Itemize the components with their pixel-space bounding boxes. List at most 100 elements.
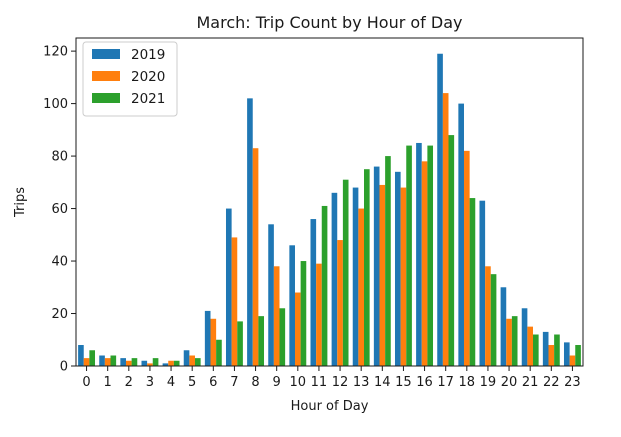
x-tick-label: 20 — [501, 375, 518, 390]
bar-2019-hour-5 — [183, 350, 190, 366]
bar-2019-hour-14 — [373, 166, 380, 366]
legend-label-2020: 2020 — [131, 69, 165, 85]
bar-2021-hour-3 — [152, 358, 159, 366]
bar-2021-hour-21 — [533, 334, 539, 366]
bar-2019-hour-7 — [225, 208, 232, 366]
bar-2021-hour-17 — [448, 135, 455, 366]
x-tick-label: 14 — [374, 375, 391, 390]
x-tick-label: 19 — [480, 375, 497, 390]
bar-2020-hour-3 — [147, 363, 153, 366]
bar-2019-hour-22 — [542, 331, 549, 366]
bar-2021-hour-15 — [406, 145, 412, 366]
x-tick-label: 10 — [290, 375, 307, 390]
bar-2021-hour-23 — [575, 345, 581, 366]
bar-2020-hour-2 — [126, 360, 132, 366]
bar-2020-hour-20 — [506, 318, 512, 366]
bar-2020-hour-7 — [231, 237, 238, 366]
bars-group — [78, 53, 581, 367]
bar-2020-hour-1 — [104, 358, 111, 366]
x-tick-label: 1 — [104, 375, 112, 390]
x-tick-label: 15 — [395, 375, 412, 390]
x-tick-label: 17 — [437, 375, 454, 390]
bar-2020-hour-17 — [442, 93, 449, 366]
bar-2020-hour-18 — [464, 150, 470, 366]
y-tick-label: 80 — [51, 150, 68, 165]
bar-2019-hour-23 — [563, 342, 570, 366]
bar-2020-hour-16 — [421, 161, 428, 366]
legend-swatch-2020 — [92, 71, 120, 81]
bar-2020-hour-19 — [485, 266, 491, 366]
bar-2019-hour-6 — [204, 310, 211, 366]
chart-title: March: Trip Count by Hour of Day — [197, 13, 463, 32]
bar-2019-hour-13 — [352, 187, 359, 366]
bar-2020-hour-6 — [210, 318, 217, 366]
x-tick-label: 18 — [459, 375, 476, 390]
bar-2019-hour-9 — [268, 224, 274, 366]
y-tick-label: 60 — [51, 202, 68, 217]
bar-2019-hour-17 — [437, 53, 443, 367]
x-tick-label: 12 — [332, 375, 349, 390]
bar-2021-hour-8 — [258, 316, 265, 366]
bar-2019-hour-15 — [394, 171, 401, 366]
bar-2021-hour-11 — [321, 205, 328, 366]
x-tick-label: 4 — [167, 375, 175, 390]
x-tick-label: 11 — [311, 375, 328, 390]
bar-2021-hour-10 — [300, 261, 307, 366]
bar-2019-hour-0 — [78, 345, 84, 366]
x-tick-label: 6 — [209, 375, 217, 390]
bar-2021-hour-14 — [385, 156, 391, 366]
bar-2021-hour-7 — [237, 321, 243, 366]
bar-2019-hour-20 — [500, 287, 507, 366]
bar-2020-hour-23 — [569, 355, 576, 366]
bar-2020-hour-8 — [252, 148, 259, 366]
bar-2021-hour-12 — [342, 179, 349, 366]
bar-2019-hour-1 — [99, 355, 105, 366]
bar-2021-hour-4 — [173, 360, 180, 366]
bar-2021-hour-16 — [427, 145, 434, 366]
y-tick-label: 20 — [51, 307, 68, 322]
x-tick-label: 13 — [353, 375, 370, 390]
legend-label-2019: 2019 — [131, 47, 165, 63]
x-tick-label: 3 — [146, 375, 154, 390]
bar-2019-hour-21 — [521, 308, 528, 366]
x-tick-label: 23 — [564, 375, 581, 390]
bar-2019-hour-11 — [310, 219, 317, 366]
bar-2020-hour-10 — [295, 292, 301, 366]
y-tick-label: 120 — [43, 45, 68, 60]
legend-label-2021: 2021 — [131, 91, 165, 107]
bar-2019-hour-18 — [458, 103, 464, 366]
y-axis-label: Trips — [13, 187, 28, 218]
x-tick-label: 8 — [251, 375, 259, 390]
x-tick-label: 9 — [273, 375, 281, 390]
bar-2020-hour-11 — [316, 263, 322, 366]
x-tick-label: 5 — [188, 375, 196, 390]
bar-2020-hour-12 — [337, 240, 343, 366]
bar-2020-hour-22 — [548, 345, 555, 366]
bar-2020-hour-13 — [358, 208, 364, 366]
bar-2020-hour-5 — [189, 355, 195, 366]
bar-2019-hour-12 — [331, 192, 338, 366]
y-tick-label: 40 — [51, 255, 68, 270]
bar-2020-hour-15 — [400, 187, 407, 366]
bar-2019-hour-4 — [162, 363, 169, 366]
x-tick-label: 22 — [543, 375, 560, 390]
x-tick-label: 0 — [82, 375, 90, 390]
bar-2019-hour-8 — [247, 98, 253, 366]
plot-frame — [75, 37, 584, 367]
bar-2021-hour-20 — [511, 316, 518, 366]
y-tick-label: 0 — [60, 360, 68, 375]
bar-2021-hour-22 — [554, 334, 560, 366]
x-axis-ticks: 0 1 2 3 4 5 6 7 8 9 10 11 12 13 14 15 16 17 18 19 20 21 22 23 — [82, 366, 581, 390]
bar-2019-hour-10 — [289, 245, 295, 366]
bar-2019-hour-19 — [479, 200, 486, 366]
legend-swatch-2019 — [92, 49, 120, 59]
legend: 2019 2020 2021 — [82, 41, 178, 117]
bar-2021-hour-6 — [216, 339, 222, 366]
y-axis-ticks: 0 20 40 60 80 100 120 — [43, 45, 76, 375]
x-axis-label: Hour of Day — [291, 399, 369, 414]
bar-2021-hour-2 — [131, 358, 138, 366]
bar-2021-hour-0 — [89, 350, 96, 366]
bar-2021-hour-18 — [469, 198, 476, 366]
bar-2021-hour-1 — [110, 355, 117, 366]
